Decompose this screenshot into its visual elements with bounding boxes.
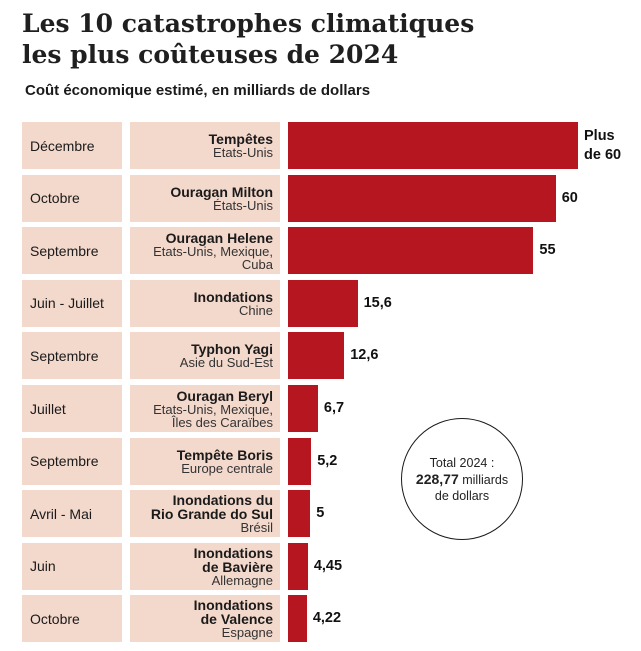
event-name: Inondations	[193, 288, 273, 305]
value-label: 12,6	[350, 347, 379, 364]
event-name: Ouragan Beryl	[176, 387, 273, 404]
table-row: Octobre Inondations de Valence Espagne 4,22	[0, 595, 641, 643]
value-label: Plus de 60	[584, 127, 622, 163]
table-row: Juillet Ouragan Beryl Etats-Unis, Mexique,…	[0, 385, 641, 432]
event-name: Ouragan Milton	[170, 183, 273, 200]
bar	[288, 227, 534, 275]
event-place: Etats-Unis	[213, 145, 273, 160]
event-cell: Inondations de Bavière Allemagne	[130, 542, 280, 590]
total-value-line: 228,77 milliards	[416, 471, 508, 488]
table-row: Juin - Juillet Inondations Chine 15,6	[0, 279, 641, 327]
month-cell: Avril - Mai	[22, 490, 122, 538]
table-row: Septembre Ouragan Helene Etats-Unis, Mexiq…	[0, 227, 641, 275]
event-name: Inondations du Rio Grande do Sul	[150, 492, 273, 523]
month-cell: Octobre	[22, 595, 122, 643]
month-cell: Juin	[22, 542, 122, 590]
chart-title-text: Les 10 catastrophes climatiques les plus…	[22, 9, 475, 69]
event-place: Chine	[239, 302, 273, 318]
total-label: Total 2024 :	[429, 455, 495, 470]
event-name: Tempêtes	[208, 131, 273, 147]
value-label: 4,22	[312, 610, 342, 627]
total-value: 228,77	[415, 470, 459, 487]
chart-subtitle: Coût économique estimé, en milliards de …	[25, 82, 371, 99]
table-row: Avril - Mai Inondations du Rio Grande do …	[0, 490, 641, 538]
month-cell: Octobre	[22, 174, 122, 222]
value-label: 6,7	[323, 400, 345, 416]
event-place: Espagne	[221, 625, 273, 641]
bar	[288, 385, 318, 432]
bar	[288, 122, 578, 169]
table-row: Juin Inondations de Bavière Allemagne 4,45	[0, 542, 641, 590]
event-place: États-Unis	[213, 197, 273, 213]
event-place: Europe centrale	[181, 460, 273, 476]
event-place: Asie du Sud-Est	[179, 355, 273, 371]
value-label: 4,45	[313, 557, 343, 574]
month-cell: Septembre	[22, 437, 122, 485]
table-row: Septembre Typhon Yagi Asie du Sud-Est 12,6	[0, 332, 641, 380]
total-unit-1: milliards	[462, 472, 509, 487]
bar	[288, 437, 312, 485]
month-cell: Juillet	[22, 385, 122, 432]
bar	[288, 595, 307, 643]
bar	[288, 490, 311, 538]
event-place: Allemagne	[211, 572, 273, 588]
month-cell: Septembre	[22, 227, 122, 275]
bar	[288, 542, 308, 590]
event-cell: Ouragan Helene Etats-Unis, Mexique, Cuba	[130, 227, 280, 275]
value-label: 5,2	[317, 452, 338, 469]
event-name: Inondations de Bavière	[193, 544, 273, 575]
value-label: 55	[539, 242, 556, 259]
month-cell: Septembre	[22, 332, 122, 380]
event-name: Typhon Yagi	[191, 341, 273, 358]
total-badge: Total 2024 : 228,77 milliards de dollars	[401, 418, 523, 540]
event-cell: Inondations Chine	[130, 279, 280, 327]
table-row: Décembre Tempêtes Etats-Unis Plus de 60	[0, 122, 641, 169]
event-place: Etats-Unis, Mexique, Îles des Caraïbes	[153, 401, 273, 430]
event-cell: Typhon Yagi Asie du Sud-Est	[130, 332, 280, 380]
value-label: 60	[561, 189, 578, 206]
bar	[288, 279, 358, 327]
value-label: 5	[316, 505, 325, 522]
event-cell: Tempêtes Etats-Unis	[130, 122, 280, 169]
event-cell: Inondations de Valence Espagne	[130, 595, 280, 643]
table-row: Octobre Ouragan Milton États-Unis 60	[0, 174, 641, 222]
event-cell: Ouragan Beryl Etats-Unis, Mexique, Îles d…	[130, 385, 280, 432]
bar	[288, 174, 556, 222]
event-cell: Ouragan Milton États-Unis	[130, 174, 280, 222]
event-cell: Tempête Boris Europe centrale	[130, 437, 280, 485]
total-unit-2: de dollars	[434, 488, 490, 503]
event-place: Brésil	[240, 520, 273, 536]
bar	[288, 332, 345, 380]
table-row: Septembre Tempête Boris Europe centrale 5,2	[0, 437, 641, 485]
month-cell: Juin - Juillet	[22, 279, 122, 327]
value-label: 15,6	[363, 294, 392, 311]
event-name: Inondations de Valence	[193, 597, 273, 628]
chart-title: Les 10 catastrophes climatiques les plus…	[22, 8, 622, 70]
event-place: Etats-Unis, Mexique, Cuba	[153, 243, 273, 272]
event-name: Tempête Boris	[176, 446, 273, 463]
event-cell: Inondations du Rio Grande do Sul Brésil	[130, 490, 280, 538]
month-cell: Décembre	[22, 122, 122, 169]
event-name: Ouragan Helene	[165, 229, 273, 246]
